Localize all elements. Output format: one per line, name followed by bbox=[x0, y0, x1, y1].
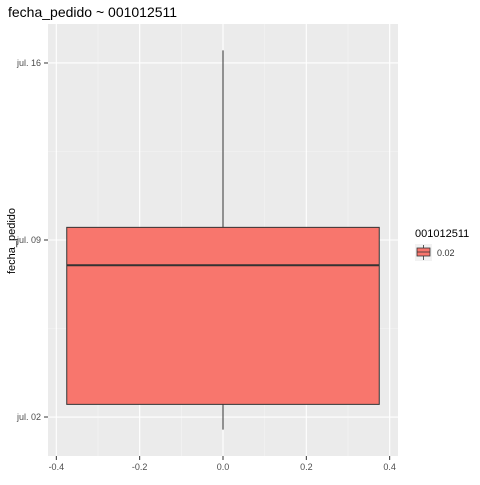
x-tick-label: 0.0 bbox=[217, 462, 230, 472]
y-tick-label: jul. 09 bbox=[16, 235, 41, 245]
chart-title: fecha_pedido ~ 001012511 bbox=[8, 4, 177, 20]
legend-title: 001012511 bbox=[415, 228, 469, 240]
x-tick-label: -0.4 bbox=[49, 462, 65, 472]
legend: 001012511 0.02 bbox=[415, 228, 469, 261]
legend-entry-label: 0.02 bbox=[437, 248, 455, 258]
box-layer bbox=[66, 50, 380, 430]
x-tick-label: 0.2 bbox=[300, 462, 313, 472]
y-tick-label: jul. 02 bbox=[16, 412, 41, 422]
box-iqr bbox=[66, 226, 380, 405]
y-axis: jul. 02 jul. 09 jul. 16 bbox=[16, 58, 48, 422]
x-tick-label: 0.4 bbox=[383, 462, 396, 472]
x-axis: -0.4 -0.2 0.0 0.2 0.4 bbox=[49, 456, 396, 472]
y-axis-label: fecha_pedido bbox=[6, 208, 18, 274]
x-tick-label: -0.2 bbox=[132, 462, 148, 472]
legend-key bbox=[415, 244, 432, 261]
y-tick-label: jul. 16 bbox=[16, 58, 41, 68]
